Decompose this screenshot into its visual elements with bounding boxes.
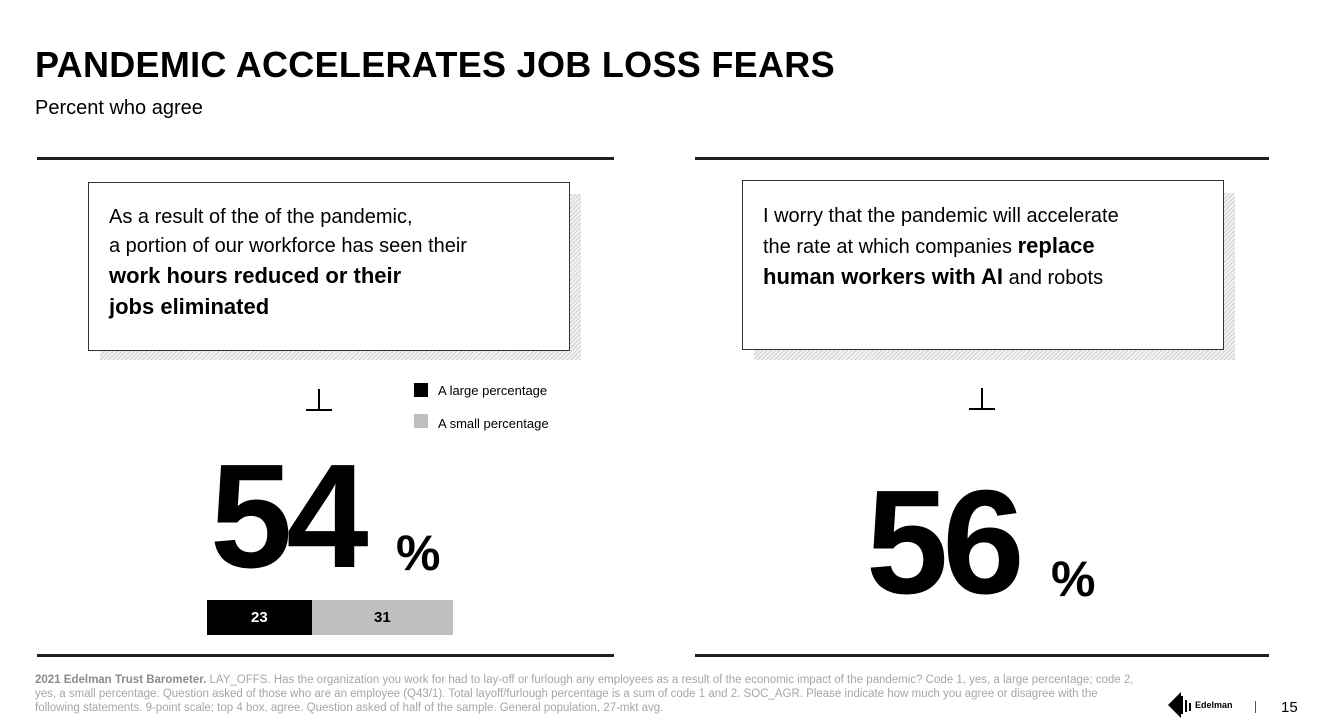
left-top-rule (37, 157, 614, 160)
left-statement-text: As a result of the of the pandemic, a po… (109, 203, 559, 323)
left-statement-card: As a result of the of the pandemic, a po… (88, 182, 570, 351)
legend-label-small: A small percentage (438, 416, 549, 431)
right-statement-card: I worry that the pandemic will accelerat… (742, 180, 1224, 350)
footnote-source: 2021 Edelman Trust Barometer. (35, 674, 207, 686)
left-tee-connector (306, 389, 332, 411)
stacked-bar: 23 31 (207, 600, 453, 635)
left-big-value: 54 (210, 434, 369, 599)
footer-separator (1255, 701, 1256, 713)
bar-segment-small: 31 (311, 600, 453, 635)
right-statement-line2: the rate at which companies (763, 236, 1018, 258)
footnote: 2021 Edelman Trust Barometer. LAY_OFFS. … (35, 673, 1145, 715)
bar-segment-label: 23 (251, 609, 268, 626)
right-statement-text: I worry that the pandemic will accelerat… (763, 201, 1213, 293)
bar-segment-label: 31 (374, 609, 391, 626)
right-statement-post: and robots (1003, 267, 1104, 289)
left-bottom-rule (37, 654, 614, 657)
page-title: PANDEMIC ACCELERATES JOB LOSS FEARS (35, 44, 835, 85)
page-number: 15 (1281, 699, 1298, 716)
left-statement-line1: As a result of the of the pandemic, (109, 206, 413, 228)
right-big-value: 56 (866, 460, 1025, 625)
legend-swatch-large (414, 383, 428, 397)
footnote-text: LAY_OFFS. Has the organization you work … (35, 674, 1134, 714)
right-statement-bold2: human workers with AI (763, 264, 1004, 289)
left-statement-line2: a portion of our workforce has seen thei… (109, 235, 467, 257)
edelman-logo-mark-icon (1168, 692, 1191, 718)
edelman-logo-text: Edelman (1195, 700, 1233, 710)
right-statement-line1: I worry that the pandemic will accelerat… (763, 205, 1119, 227)
left-statement-bold2: jobs eliminated (109, 294, 270, 319)
left-statement-bold1: work hours reduced or their (109, 263, 402, 288)
page-subtitle: Percent who agree (35, 97, 203, 119)
left-percent-sign: % (396, 525, 441, 581)
right-bottom-rule (695, 654, 1269, 657)
right-statement-bold1: replace (1017, 233, 1095, 258)
right-tee-connector (969, 388, 995, 410)
edelman-logo: Edelman (1166, 692, 1236, 718)
right-top-rule (695, 157, 1269, 160)
bar-segment-large: 23 (207, 600, 312, 635)
legend-label-large: A large percentage (438, 383, 548, 398)
legend-swatch-small (414, 414, 428, 428)
right-percent-sign: % (1051, 551, 1096, 607)
